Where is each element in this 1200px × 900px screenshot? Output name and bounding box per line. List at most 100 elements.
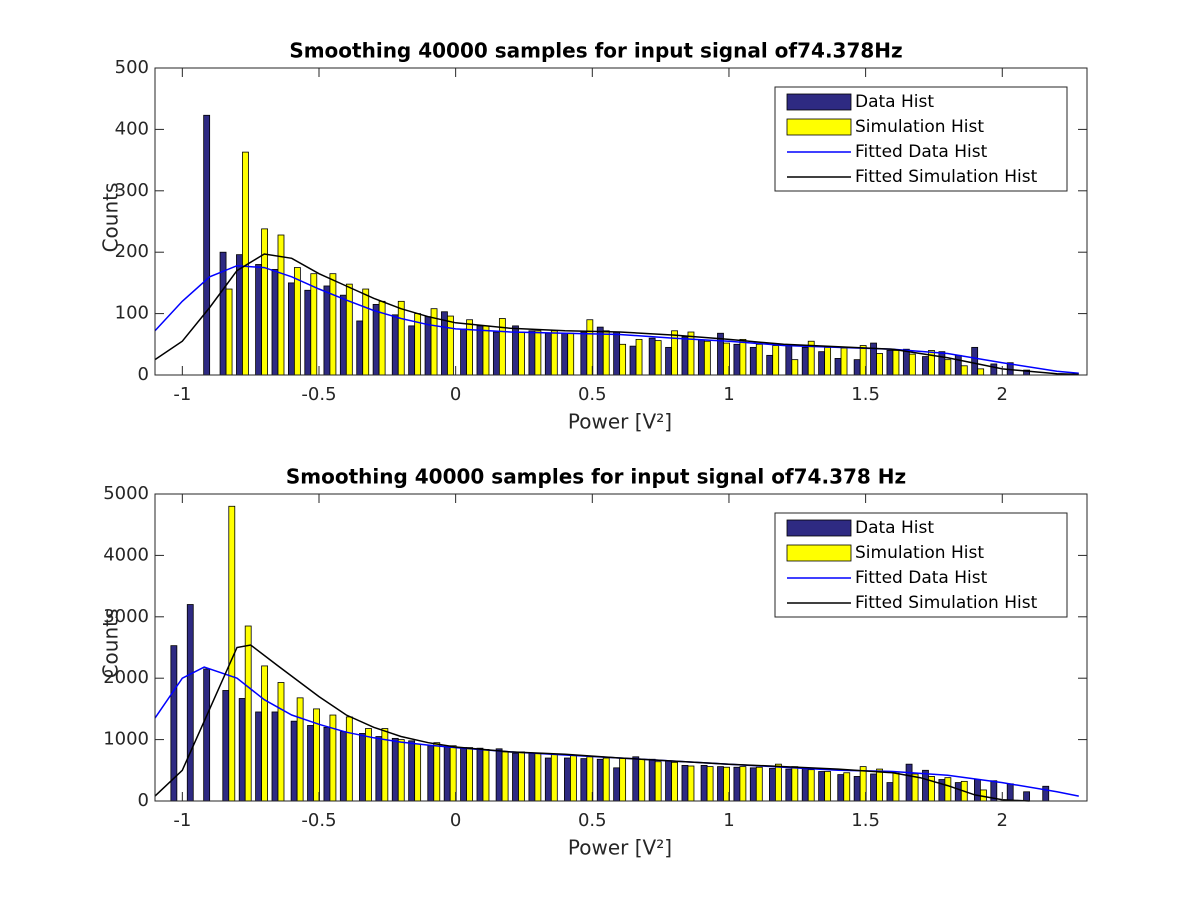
y-tick-label: 3000 <box>103 606 149 627</box>
bar <box>902 348 910 376</box>
bar <box>974 779 981 802</box>
x-axis-label: Power [V²] <box>568 836 672 860</box>
bar <box>791 766 799 802</box>
bar <box>824 771 832 802</box>
bar <box>681 764 689 802</box>
legend-label: Fitted Simulation Hist <box>855 593 1038 613</box>
bar <box>613 767 621 802</box>
bar <box>602 330 610 376</box>
x-tick-label: -0.5 <box>301 810 336 831</box>
x-tick-label: 0.5 <box>578 810 607 831</box>
y-tick-label: 100 <box>115 303 149 324</box>
bar <box>550 753 558 802</box>
bar <box>602 757 610 802</box>
legend-label: Simulation Hist <box>855 543 984 563</box>
y-tick-label: 200 <box>115 241 149 262</box>
y-tick-label: 2000 <box>103 667 149 688</box>
bar <box>807 769 815 802</box>
bar <box>818 771 826 802</box>
bar <box>818 351 826 376</box>
bar <box>706 766 714 802</box>
x-tick-label: 2 <box>997 810 1008 831</box>
bar <box>290 720 298 802</box>
bar <box>928 350 935 376</box>
bar <box>550 330 558 376</box>
bar <box>329 273 337 376</box>
bar <box>528 330 536 376</box>
bar <box>544 757 552 802</box>
y-tick-label: 5000 <box>103 483 149 504</box>
bar <box>466 319 473 376</box>
bar <box>960 365 968 376</box>
bar <box>697 339 705 376</box>
legend-label: Fitted Data Hist <box>855 568 988 588</box>
bar <box>775 763 782 802</box>
bar <box>632 756 640 802</box>
bar <box>323 285 331 376</box>
bar <box>433 742 441 802</box>
x-axis-label: Power [V²] <box>568 410 672 434</box>
bar <box>375 736 383 802</box>
bar <box>534 330 542 376</box>
bar <box>482 749 490 802</box>
bar <box>922 769 929 802</box>
bar <box>544 332 552 376</box>
bar <box>665 760 672 802</box>
bar <box>391 314 399 376</box>
bar <box>717 766 724 802</box>
bar <box>954 782 962 802</box>
bar <box>277 682 285 802</box>
y-tick-label: 0 <box>138 364 149 385</box>
bar <box>772 345 780 376</box>
bar <box>911 773 919 802</box>
bar <box>414 743 422 802</box>
bar <box>749 767 757 802</box>
bar <box>222 690 230 802</box>
bar <box>785 768 793 802</box>
bar <box>1006 783 1014 802</box>
bar <box>261 228 268 376</box>
bar <box>225 288 233 376</box>
legend-swatch <box>786 544 852 562</box>
bar <box>1042 785 1050 802</box>
x-tick-label: 1.5 <box>851 810 880 831</box>
bar <box>749 346 757 376</box>
bar <box>739 766 747 802</box>
bar <box>255 711 262 802</box>
legend-swatch <box>786 519 852 537</box>
bar <box>362 288 370 376</box>
x-tick-label: 0.5 <box>578 384 607 405</box>
x-tick-label: 2 <box>997 384 1008 405</box>
x-tick-label: -1 <box>173 384 191 405</box>
bar <box>408 325 416 376</box>
bar <box>801 767 809 802</box>
bar <box>834 358 842 376</box>
bar <box>339 294 347 376</box>
bar <box>580 758 588 802</box>
y-tick-label: 4000 <box>103 544 149 565</box>
legend-label: Data Hist <box>855 518 934 538</box>
bar <box>356 320 364 376</box>
bar <box>236 254 243 376</box>
bar <box>304 289 312 376</box>
bar <box>1023 791 1031 802</box>
bar <box>954 354 962 376</box>
bar <box>665 346 672 376</box>
bar <box>492 331 500 376</box>
bar <box>345 283 353 376</box>
bar <box>186 604 194 802</box>
fit-line <box>154 253 1079 376</box>
legend-label: Simulation Hist <box>855 117 984 137</box>
bar <box>892 350 900 376</box>
bar <box>755 343 763 376</box>
bar <box>512 752 519 802</box>
bar <box>922 356 929 376</box>
legend-label: Fitted Simulation Hist <box>855 167 1038 187</box>
bar <box>801 346 809 376</box>
bar <box>564 757 571 802</box>
legend-label: Data Hist <box>855 92 934 112</box>
bar <box>908 353 916 376</box>
bar <box>466 747 473 802</box>
bar <box>460 747 467 802</box>
